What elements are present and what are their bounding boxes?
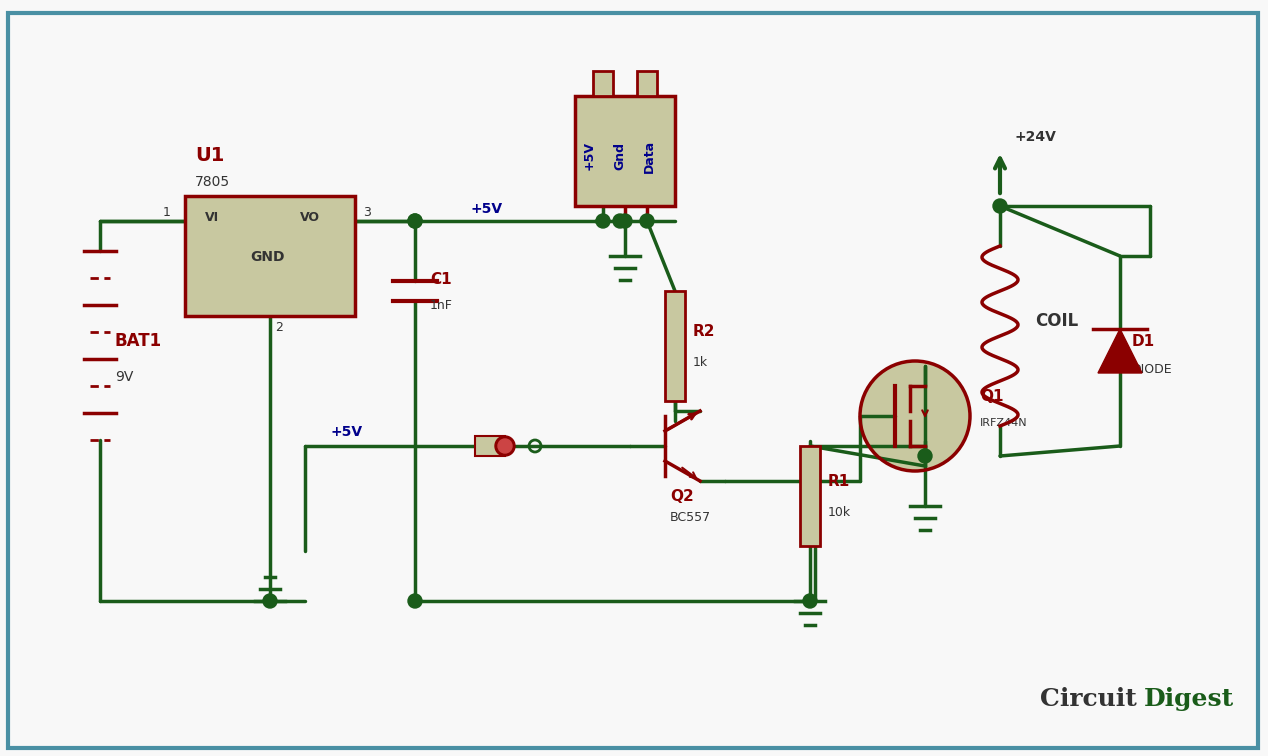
Text: 10k: 10k bbox=[828, 506, 851, 519]
Circle shape bbox=[596, 214, 610, 228]
Text: Q1: Q1 bbox=[980, 389, 1003, 404]
Text: C1: C1 bbox=[430, 272, 451, 287]
Circle shape bbox=[262, 594, 276, 608]
Circle shape bbox=[498, 439, 512, 453]
Text: D1: D1 bbox=[1132, 334, 1155, 349]
Text: 7805: 7805 bbox=[195, 175, 230, 189]
Circle shape bbox=[993, 199, 1007, 213]
Circle shape bbox=[803, 594, 817, 608]
Text: U1: U1 bbox=[195, 146, 224, 165]
Text: COIL: COIL bbox=[1035, 312, 1078, 330]
Text: 1k: 1k bbox=[694, 356, 708, 369]
FancyBboxPatch shape bbox=[8, 13, 1258, 748]
Text: Q2: Q2 bbox=[670, 489, 694, 504]
Text: DIODE: DIODE bbox=[1132, 363, 1173, 376]
Polygon shape bbox=[1098, 329, 1142, 373]
FancyBboxPatch shape bbox=[664, 291, 685, 401]
Text: +5V: +5V bbox=[470, 202, 502, 216]
Circle shape bbox=[408, 214, 422, 228]
Circle shape bbox=[918, 449, 932, 463]
Circle shape bbox=[618, 214, 631, 228]
Circle shape bbox=[860, 361, 970, 471]
FancyBboxPatch shape bbox=[185, 196, 355, 316]
Text: Data: Data bbox=[643, 139, 656, 172]
Text: VO: VO bbox=[301, 211, 320, 224]
Circle shape bbox=[408, 214, 422, 228]
Text: 1nF: 1nF bbox=[430, 299, 453, 312]
Text: +24V: +24V bbox=[1014, 130, 1056, 144]
Text: BAT1: BAT1 bbox=[115, 332, 162, 350]
FancyBboxPatch shape bbox=[476, 436, 505, 456]
Text: Circuit: Circuit bbox=[1040, 686, 1136, 711]
Text: +5V: +5V bbox=[330, 425, 363, 439]
Text: R1: R1 bbox=[828, 474, 851, 489]
FancyBboxPatch shape bbox=[800, 446, 820, 546]
Circle shape bbox=[640, 214, 654, 228]
Text: GND: GND bbox=[250, 250, 284, 264]
Text: Gnd: Gnd bbox=[612, 142, 626, 170]
FancyBboxPatch shape bbox=[637, 71, 657, 96]
Text: 2: 2 bbox=[275, 321, 283, 334]
Text: R2: R2 bbox=[694, 324, 715, 339]
Text: 3: 3 bbox=[363, 206, 370, 219]
Text: IRFZ44N: IRFZ44N bbox=[980, 418, 1027, 428]
Text: +5V: +5V bbox=[583, 141, 596, 171]
Text: VI: VI bbox=[205, 211, 219, 224]
Circle shape bbox=[495, 436, 515, 456]
FancyBboxPatch shape bbox=[574, 96, 675, 206]
Circle shape bbox=[408, 594, 422, 608]
Circle shape bbox=[612, 214, 626, 228]
Text: Digest: Digest bbox=[1144, 686, 1234, 711]
Text: BC557: BC557 bbox=[670, 511, 711, 524]
FancyBboxPatch shape bbox=[593, 71, 612, 96]
Text: 9V: 9V bbox=[115, 370, 133, 384]
Text: 1: 1 bbox=[164, 206, 171, 219]
